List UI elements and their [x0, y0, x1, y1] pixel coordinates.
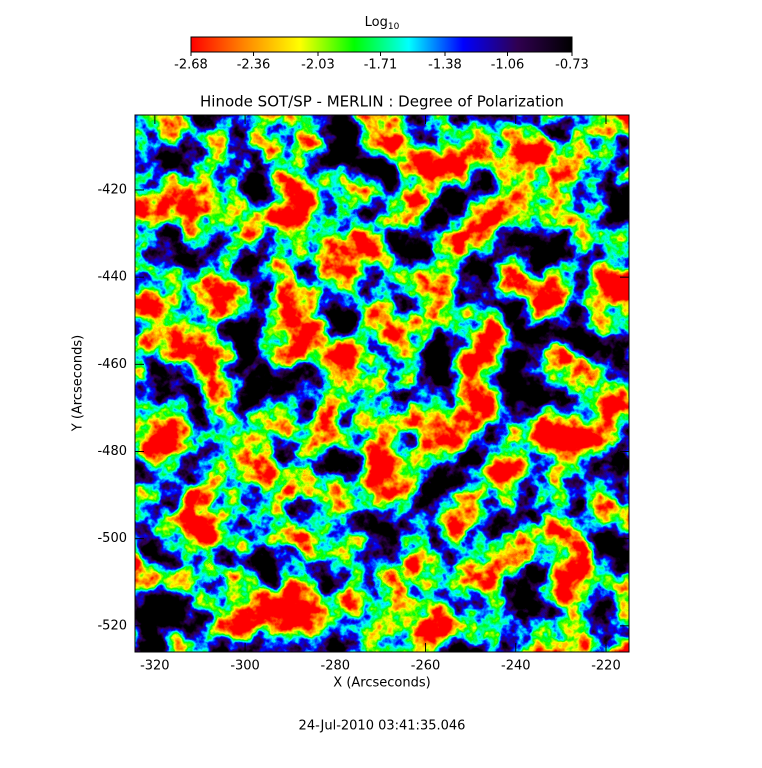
colorbar-tick-label: -2.68 — [174, 58, 208, 73]
colorbar-tick-label: -1.71 — [364, 58, 398, 73]
timestamp: 24-Jul-2010 03:41:35.046 — [299, 719, 466, 734]
y-tick-label: -420 — [97, 182, 127, 197]
colorbar-tick-label: -2.03 — [301, 58, 335, 73]
colorbar-tick-label: -1.38 — [428, 58, 462, 73]
x-tick-label: -280 — [321, 659, 351, 674]
y-tick-label: -480 — [97, 444, 127, 459]
plot-frame — [134, 114, 630, 653]
colorbar-tick-label: -1.06 — [491, 58, 525, 73]
x-tick-label: -320 — [140, 659, 170, 674]
colorbar-tick-label: -0.73 — [555, 58, 589, 73]
x-tick-label: -300 — [230, 659, 260, 674]
y-tick-label: -500 — [97, 531, 127, 546]
chart-title: Hinode SOT/SP - MERLIN : Degree of Polar… — [200, 93, 564, 111]
y-tick-label: -460 — [97, 357, 127, 372]
y-tick-label: -440 — [97, 270, 127, 285]
y-tick-label: -520 — [97, 618, 127, 633]
colorbar-label: Log10 — [365, 15, 400, 32]
colorbar-label-base: Log — [365, 15, 388, 30]
colorbar — [190, 36, 573, 53]
polarization-map — [135, 115, 629, 652]
x-tick-label: -260 — [411, 659, 441, 674]
x-axis-title: X (Arcseconds) — [333, 676, 430, 691]
colorbar-label-sub: 10 — [388, 22, 400, 32]
x-tick-label: -220 — [591, 659, 621, 674]
colorbar-tick-label: -2.36 — [237, 58, 271, 73]
y-axis-title: Y (Arcseconds) — [71, 335, 86, 432]
x-tick-label: -240 — [501, 659, 531, 674]
